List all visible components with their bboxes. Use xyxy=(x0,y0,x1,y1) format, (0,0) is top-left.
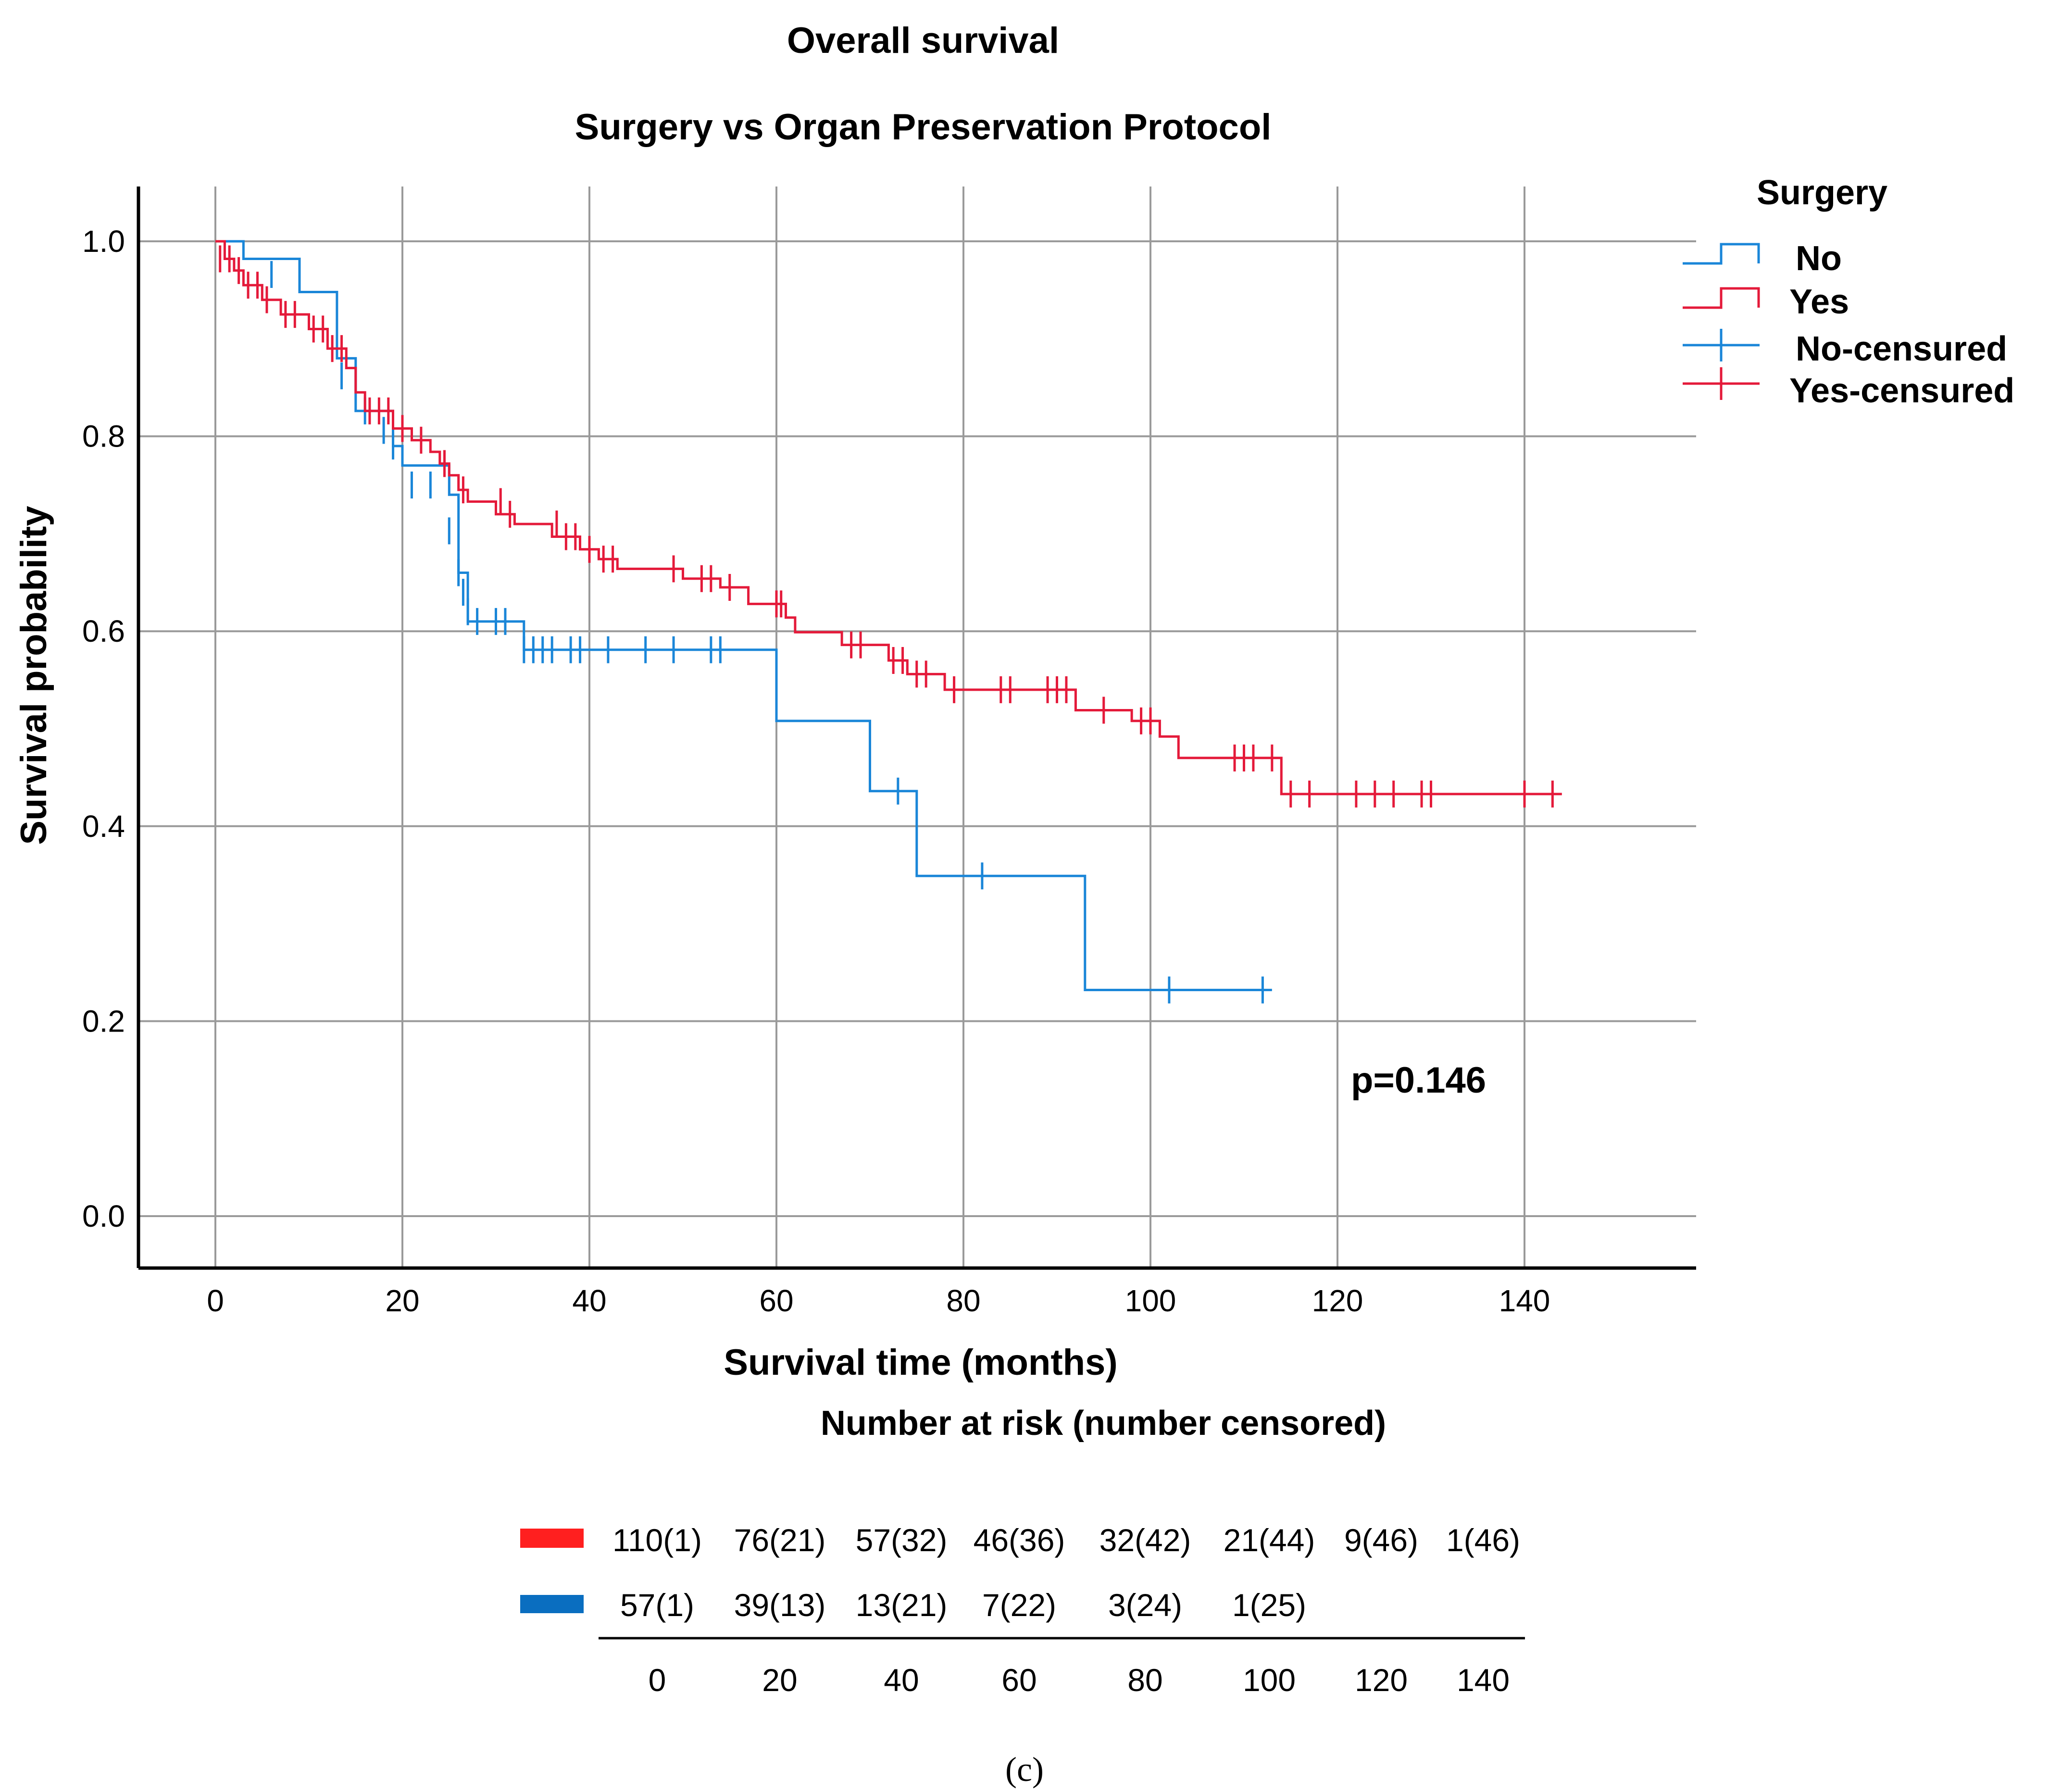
risk-time-label: 20 xyxy=(762,1662,797,1698)
y-tick-label: 0.0 xyxy=(82,1199,125,1233)
risk-cell-yes: 21(44) xyxy=(1224,1522,1315,1558)
y-tick-label: 0.4 xyxy=(82,809,125,844)
panel-label: (c) xyxy=(1005,1750,1044,1789)
risk-cell-yes: 46(36) xyxy=(974,1522,1065,1558)
curve-no xyxy=(215,240,1272,991)
legend-title: Surgery xyxy=(1757,174,1887,212)
y-tick-label: 0.6 xyxy=(82,614,125,648)
risk-time-label: 40 xyxy=(884,1662,919,1698)
number-at-risk-table: Number at risk (number censored) 110(1) 7… xyxy=(520,1404,1525,1698)
risk-cell-yes: 32(42) xyxy=(1099,1522,1191,1558)
risk-table-title: Number at risk (number censored) xyxy=(821,1404,1386,1443)
risk-cell-no: 1(25) xyxy=(1232,1587,1306,1623)
x-tick-label: 60 xyxy=(759,1283,793,1318)
x-tick-label: 120 xyxy=(1312,1283,1363,1318)
risk-time-label: 60 xyxy=(1001,1662,1037,1698)
y-tick-label: 0.8 xyxy=(82,419,125,454)
legend-yes-swatch xyxy=(1683,287,1760,309)
x-tick-label: 0 xyxy=(207,1283,224,1318)
legend-no-swatch xyxy=(1683,243,1760,265)
risk-time-label: 100 xyxy=(1243,1662,1296,1698)
risk-cell-yes: 9(46) xyxy=(1344,1522,1418,1558)
risk-cell-no: 3(24) xyxy=(1108,1587,1182,1623)
risk-time-label: 0 xyxy=(649,1662,666,1698)
risk-cell-yes: 110(1) xyxy=(612,1522,702,1558)
x-tick-label: 20 xyxy=(385,1283,419,1318)
tick-labels: 0 20 40 60 80 100 120 140 0.0 0.2 0.4 0.6 0.8 1.0 xyxy=(82,224,1550,1318)
x-tick-label: 100 xyxy=(1125,1283,1176,1318)
x-tick-label: 80 xyxy=(946,1283,980,1318)
legend: Surgery No Yes No-censured Yes-censured xyxy=(1683,174,2014,410)
chart-title: Overall survival xyxy=(787,20,1059,61)
x-axis-label: Survival time (months) xyxy=(724,1342,1117,1383)
chart-subtitle: Surgery vs Organ Preservation Protocol xyxy=(575,107,1272,148)
risk-time-label: 120 xyxy=(1355,1662,1408,1698)
risk-cell-no: 13(21) xyxy=(856,1587,948,1623)
risk-row-no-color-bar xyxy=(520,1595,584,1613)
risk-table-cells: 110(1) 76(21) 57(32) 46(36) 32(42) 21(44) 9(46… xyxy=(612,1522,1520,1698)
risk-cell-no: 57(1) xyxy=(620,1587,694,1623)
risk-cell-yes: 1(46) xyxy=(1446,1522,1520,1558)
x-tick-label: 140 xyxy=(1499,1283,1550,1318)
p-value-annotation: p=0.146 xyxy=(1351,1060,1486,1101)
risk-cell-no: 7(22) xyxy=(982,1587,1056,1623)
y-tick-label: 0.2 xyxy=(82,1004,125,1038)
legend-entry-yes: Yes xyxy=(1789,283,1849,321)
legend-entry-no-censored: No-censured xyxy=(1796,330,2007,368)
x-tick-label: 40 xyxy=(572,1283,606,1318)
risk-cell-yes: 57(32) xyxy=(856,1522,948,1558)
risk-cell-yes: 76(21) xyxy=(734,1522,826,1558)
y-tick-label: 1.0 xyxy=(82,224,125,259)
y-axis-label: Survival probability xyxy=(13,506,54,845)
axes xyxy=(137,187,1696,1270)
legend-yes-censored-swatch xyxy=(1683,367,1760,400)
legend-entry-no: No xyxy=(1796,239,1842,278)
legend-entry-yes-censored: Yes-censured xyxy=(1789,372,2014,410)
survival-curves xyxy=(215,240,1562,1004)
risk-time-label: 140 xyxy=(1457,1662,1510,1698)
risk-time-label: 80 xyxy=(1127,1662,1162,1698)
legend-no-censored-swatch xyxy=(1683,329,1760,361)
risk-row-yes-color-bar xyxy=(520,1529,584,1548)
risk-cell-no: 39(13) xyxy=(734,1587,826,1623)
